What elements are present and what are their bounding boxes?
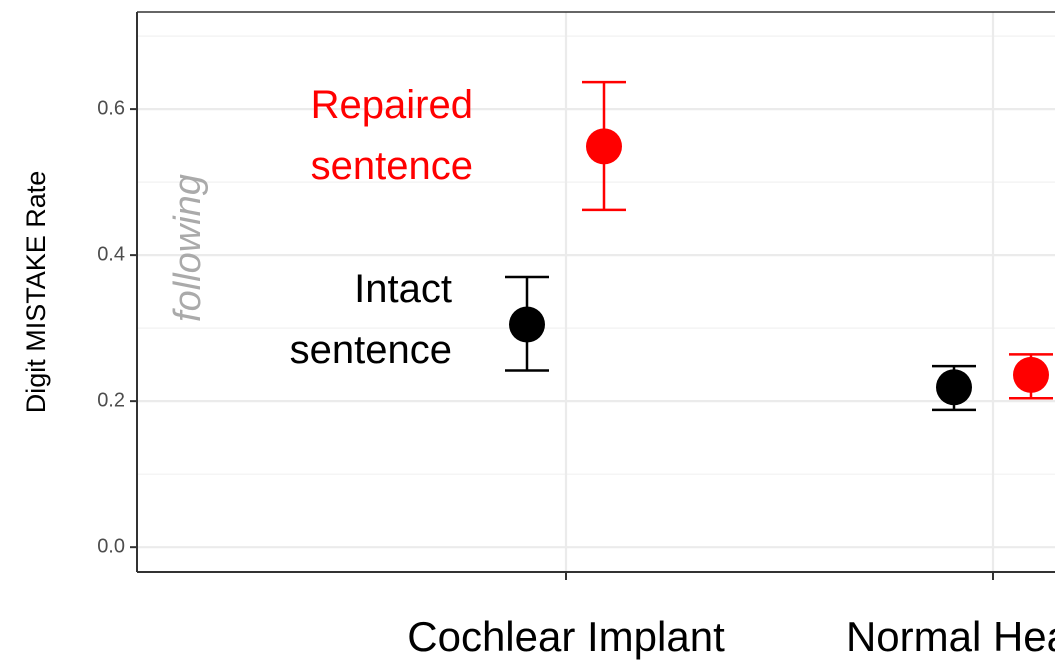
y-tick-label: 0.4 xyxy=(97,243,125,265)
point xyxy=(586,128,622,165)
point xyxy=(1013,356,1049,393)
point xyxy=(936,369,972,406)
series-label: Repaired sentence xyxy=(311,83,473,188)
y-tick-label: 0.6 xyxy=(97,97,125,119)
y-axis-label: Digit MISTAKE Rate xyxy=(21,171,51,414)
x-tick-label: Normal Hearing xyxy=(846,613,1055,660)
series-label: Intact sentence xyxy=(290,267,452,372)
point xyxy=(509,306,545,343)
y-tick-label: 0.0 xyxy=(97,535,125,557)
annotation: following xyxy=(167,174,209,322)
x-tick-label: Cochlear Implant xyxy=(407,613,725,660)
y-tick-label: 0.2 xyxy=(97,389,125,411)
